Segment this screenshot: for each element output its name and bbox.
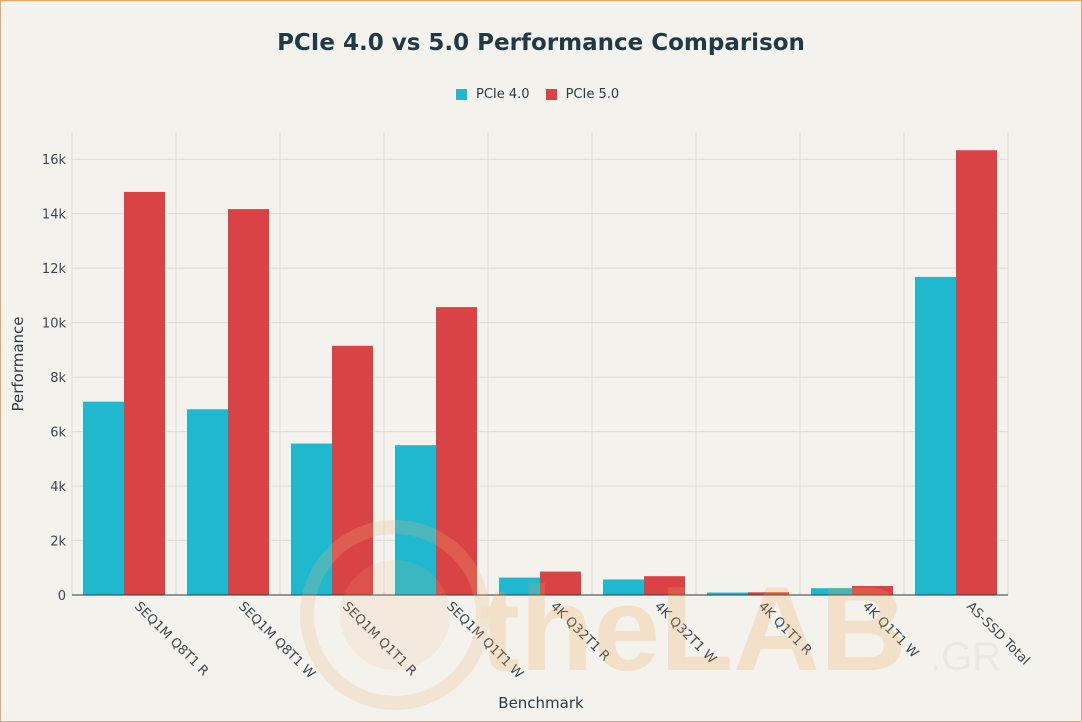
x-tick-label: SEQ1M Q8T1 W xyxy=(235,599,318,682)
x-tick-label: 4K Q32T1 W xyxy=(651,599,719,667)
bar-pcie5[interactable] xyxy=(540,571,581,595)
chart-title: PCIe 4.0 vs 5.0 Performance Comparison xyxy=(277,30,805,56)
bar-pcie4[interactable] xyxy=(707,592,748,595)
x-tick-label: SEQ1M Q8T1 R xyxy=(131,599,211,679)
legend: PCIe 4.0 PCIe 5.0 xyxy=(456,87,635,102)
bar-pcie4[interactable] xyxy=(915,276,956,595)
x-tick-label: AS-SSD Total xyxy=(963,599,1032,668)
legend-swatch-pcie5 xyxy=(545,89,557,100)
x-axis-title: Benchmark xyxy=(498,694,584,712)
x-tick-label: 4K Q1T1 W xyxy=(859,599,921,661)
legend-item-pcie5[interactable]: PCIe 5.0 xyxy=(545,87,620,102)
x-tick-label: 4K Q1T1 R xyxy=(755,599,814,658)
legend-label-pcie5: PCIe 5.0 xyxy=(565,87,620,102)
bar-pcie4[interactable] xyxy=(83,401,124,595)
y-axis-title: Performance xyxy=(9,316,27,411)
bar-pcie4[interactable] xyxy=(499,577,540,595)
x-tick-label: SEQ1M Q1T1 W xyxy=(443,599,526,682)
legend-swatch-pcie4 xyxy=(456,89,467,100)
bar-pcie5[interactable] xyxy=(124,191,165,595)
x-tick-label: SEQ1M Q1T1 R xyxy=(339,599,419,679)
bar-pcie5[interactable] xyxy=(748,592,789,595)
bar-pcie4[interactable] xyxy=(291,443,332,595)
bar-layer xyxy=(83,150,997,596)
bar-pcie5[interactable] xyxy=(644,576,685,595)
bar-pcie4[interactable] xyxy=(395,445,436,595)
bar-pcie5[interactable] xyxy=(436,307,477,595)
y-tick-label: 10k xyxy=(42,317,67,332)
legend-label-pcie4: PCIe 4.0 xyxy=(476,87,530,102)
bar-pcie5[interactable] xyxy=(956,150,997,595)
bar-pcie4[interactable] xyxy=(187,409,228,595)
y-tick-label: 16k xyxy=(42,153,67,168)
y-tick-label: 0 xyxy=(58,589,66,604)
legend-item-pcie4[interactable]: PCIe 4.0 xyxy=(456,87,530,102)
bar-pcie4[interactable] xyxy=(811,588,852,595)
bar-pcie5[interactable] xyxy=(332,345,373,595)
y-tick-label: 4k xyxy=(50,480,66,495)
y-tick-label: 6k xyxy=(50,426,66,441)
bar-pcie5[interactable] xyxy=(852,586,893,595)
bar-pcie5[interactable] xyxy=(228,209,269,596)
y-tick-label: 12k xyxy=(42,262,67,277)
bar-pcie4[interactable] xyxy=(603,579,644,595)
y-tick-label: 2k xyxy=(50,535,66,550)
y-tick-label: 8k xyxy=(50,371,66,386)
x-tick-label: 4K Q32T1 R xyxy=(547,599,612,664)
y-tick-label: 14k xyxy=(42,208,67,223)
